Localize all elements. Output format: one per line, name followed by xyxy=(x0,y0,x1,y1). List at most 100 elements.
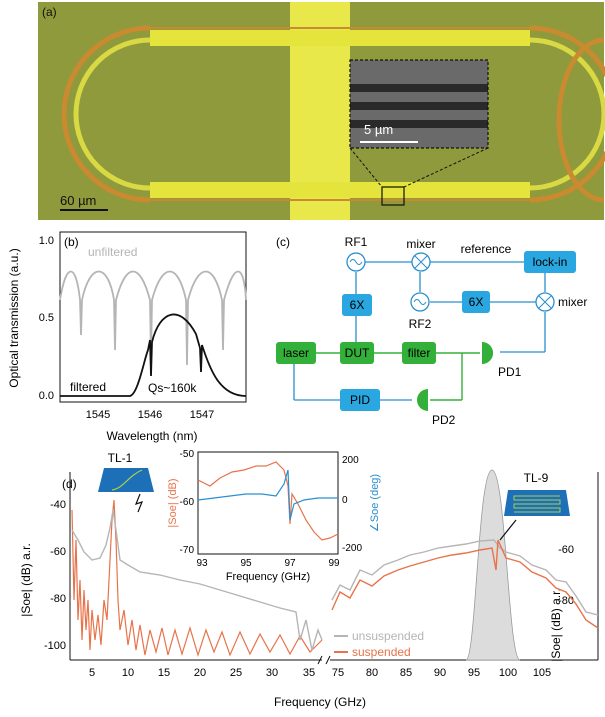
mult1-label: 6X xyxy=(350,298,365,312)
left-ytick-2: -80 xyxy=(50,593,66,605)
sem-stripe-3 xyxy=(350,120,488,128)
inset-phase-curve xyxy=(197,469,338,521)
xtick-r-0: 75 xyxy=(332,667,344,679)
pid-label: PID xyxy=(350,393,370,407)
panel-b: (b) Optical transmission (a.u.) Waveleng… xyxy=(7,231,247,443)
q-annotation: Qs~160k xyxy=(148,381,197,395)
inset-ylabel-left: |Soe| (dB) xyxy=(167,478,179,527)
panel-d: (d) |Soe| (dB) a.r. |Soe| (dB) a.r. Freq… xyxy=(19,449,599,709)
mixer-top-cross xyxy=(414,255,428,269)
mult2-label: 6X xyxy=(469,295,484,309)
unfiltered-curve xyxy=(59,270,247,366)
lockin-box xyxy=(524,251,576,273)
filtered-label: filtered xyxy=(70,380,106,394)
inset-ytick-r-0: 200 xyxy=(342,455,359,466)
tl9-label: TL-9 xyxy=(524,471,549,485)
tl9-arrow-icon xyxy=(499,519,517,541)
xtick-l-4: 25 xyxy=(230,667,242,679)
neighbor-ring xyxy=(556,37,605,203)
ytick-1: 0.5 xyxy=(39,312,54,324)
xtick-r-5: 100 xyxy=(499,667,517,679)
pd1-label: PD1 xyxy=(498,365,522,379)
mult1-box xyxy=(342,294,372,316)
xtick-0: 1545 xyxy=(86,409,110,421)
inset-scale-label: 5 µm xyxy=(364,122,393,137)
ytick-0: 0.0 xyxy=(39,390,54,402)
legend-suspended-label: suspended xyxy=(352,645,411,659)
filter-box xyxy=(402,342,436,364)
reference-label: reference xyxy=(461,242,512,256)
xtick-r-4: 95 xyxy=(468,667,480,679)
inset-ytick-r-2: -200 xyxy=(342,543,362,554)
panel-b-ylabel: Optical transmission (a.u.) xyxy=(7,248,21,387)
top-electrode xyxy=(150,30,530,46)
pd2-shape xyxy=(417,389,428,411)
laser-box xyxy=(276,342,316,364)
pid-box xyxy=(340,389,380,411)
axis-break xyxy=(317,655,331,665)
filtered-curve xyxy=(60,313,247,397)
xtick-l-2: 15 xyxy=(158,667,170,679)
inset-axes xyxy=(197,451,339,555)
xtick-l-0: 5 xyxy=(89,667,95,679)
sem-stripe-1 xyxy=(350,84,488,92)
panel-c: (c) xyxy=(276,235,587,427)
xtick-l-6: 35 xyxy=(303,667,315,679)
rf1-sine xyxy=(349,259,363,265)
right-ytick-0: -60 xyxy=(558,544,574,556)
tl9-meander xyxy=(513,495,561,513)
rf1-label: RF1 xyxy=(345,235,368,249)
right-ylabel: |Soe| (dB) a.r. xyxy=(549,588,563,662)
rf2-label: RF2 xyxy=(409,317,432,331)
unsuspended-left-curve xyxy=(71,509,323,651)
sem-stripe-2 xyxy=(350,102,488,110)
panel-c-label: (c) xyxy=(276,235,290,249)
suspended-left-curve xyxy=(71,499,323,658)
left-ylabel: |Soe| (dB) a.r. xyxy=(19,543,33,617)
ytick-2: 1.0 xyxy=(39,235,54,247)
rf2-sine xyxy=(413,299,427,305)
panel-a-label: (a) xyxy=(42,5,57,19)
mixer-right-cross xyxy=(538,295,552,309)
pd1-shape xyxy=(482,342,493,364)
tl1-line xyxy=(111,469,143,491)
xtick-1: 1546 xyxy=(138,409,162,421)
xtick-l-3: 20 xyxy=(194,667,206,679)
zoom-box xyxy=(381,186,405,206)
inset-ytick-l-1: -60 xyxy=(180,497,195,508)
inset-xtick-2: 97 xyxy=(284,558,296,569)
ring-waveguide-left xyxy=(61,25,151,203)
left-ytick-0: -40 xyxy=(50,499,66,511)
mixer-right-label: mixer xyxy=(558,295,587,309)
legend-unsuspended-label: unsuspended xyxy=(352,629,424,643)
suspended-right-curve xyxy=(331,539,599,629)
inset-ytick-l-0: -50 xyxy=(180,449,195,460)
laser-label: laser xyxy=(283,346,309,360)
left-ytick-3: -100 xyxy=(44,640,66,652)
xtick-l-5: 30 xyxy=(266,667,278,679)
unsuspended-right-curve xyxy=(331,539,599,616)
lockin-label: lock-in xyxy=(533,255,568,269)
ring-waveguide-left-inner xyxy=(73,37,151,191)
left-ytick-1: -60 xyxy=(50,546,66,558)
xtick-r-1: 80 xyxy=(366,667,378,679)
main-scale-label: 60 µm xyxy=(60,193,96,208)
inset-xlabel: Frequency (GHz) xyxy=(226,571,310,583)
xtick-r-3: 90 xyxy=(434,667,446,679)
ring-waveguide-right xyxy=(529,25,605,203)
mixer-top-label: mixer xyxy=(406,237,435,251)
xtick-l-1: 10 xyxy=(122,667,134,679)
dut-label: DUT xyxy=(345,346,370,360)
tl1-label: TL-1 xyxy=(108,451,133,465)
panel-d-xlabel: Frequency (GHz) xyxy=(274,695,366,709)
inset-xtick-0: 93 xyxy=(196,558,208,569)
panel-a: 5 µm 60 µm (a) xyxy=(38,2,605,220)
panel-b-label: (b) xyxy=(64,235,79,249)
panel-d-label: (d) xyxy=(62,477,77,491)
xtick-r-2: 85 xyxy=(400,667,412,679)
ring-waveguide-right-inner xyxy=(529,37,605,191)
right-ytick-1: -80 xyxy=(558,595,574,607)
inset-xtick-1: 95 xyxy=(240,558,252,569)
dut-box xyxy=(340,342,374,364)
